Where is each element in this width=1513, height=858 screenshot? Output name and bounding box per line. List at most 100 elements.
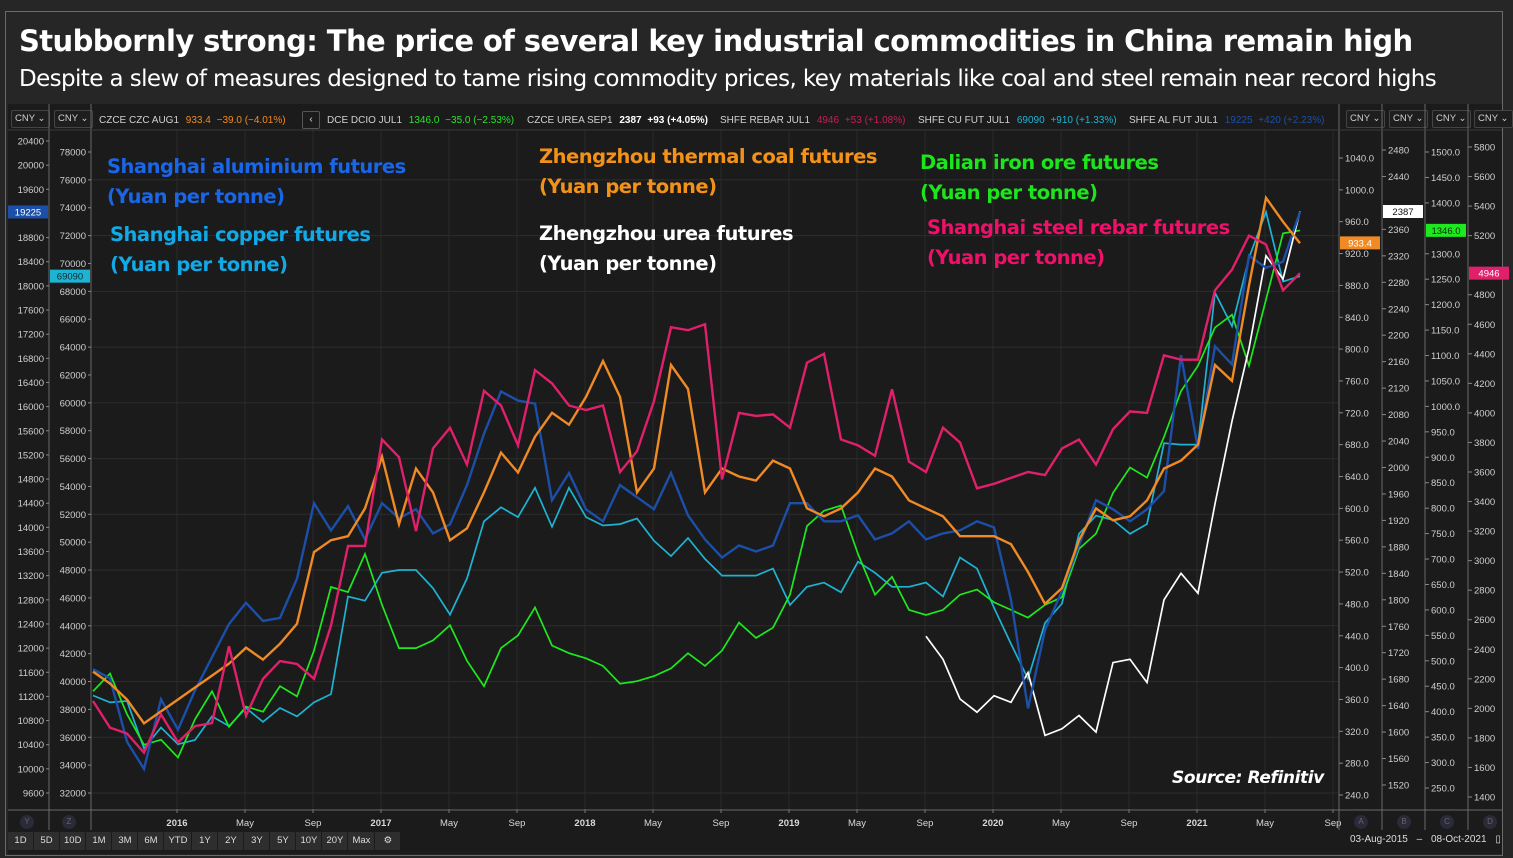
currency-select-c[interactable]: CNY ⌄ bbox=[1432, 110, 1471, 128]
y-tick-label-z: 54000 bbox=[60, 482, 86, 493]
y-tick-label-a: 520.0 bbox=[1345, 568, 1369, 579]
ticker-iron[interactable]: DCE DCIO JUL1 1346.0 −35.0 (−2.53%) bbox=[327, 113, 514, 129]
y-tick-label-b: 2080 bbox=[1388, 410, 1409, 421]
y-tick-label-z: 32000 bbox=[60, 789, 86, 800]
last-value-label-b: 2387 bbox=[1392, 207, 1413, 218]
chevron-down-icon: ⌄ bbox=[1412, 113, 1424, 124]
y-tick-label-z: 60000 bbox=[60, 398, 86, 409]
annotation-label: Shanghai copper futures bbox=[110, 223, 371, 246]
y-tick-label-z: 38000 bbox=[60, 705, 86, 716]
y-tick-label-d: 5400 bbox=[1474, 202, 1495, 213]
chart-panel bbox=[8, 104, 1502, 854]
date-end[interactable]: 08-Oct-2021 bbox=[1430, 834, 1487, 845]
y-tick-label-z: 76000 bbox=[60, 175, 86, 186]
y-tick-label-b: 2480 bbox=[1388, 146, 1409, 157]
currency-select-a[interactable]: CNY ⌄ bbox=[1346, 110, 1385, 128]
y-tick-label-b: 2360 bbox=[1388, 225, 1409, 236]
range-button-6m[interactable]: 6M bbox=[138, 832, 165, 850]
gear-icon[interactable]: ⚙ bbox=[375, 832, 402, 850]
range-button-1m[interactable]: 1M bbox=[86, 832, 113, 850]
y-tick-label-z: 40000 bbox=[60, 677, 86, 688]
y-tick-label-z: 62000 bbox=[60, 370, 86, 381]
annotation-label: Shanghai aluminium futures bbox=[107, 155, 406, 178]
ticker-rebar[interactable]: SHFE REBAR JUL1 4946 +53 (+1.08%) bbox=[720, 113, 905, 129]
annotation-coal: Zhengzhou thermal coal futures (Yuan per … bbox=[539, 142, 878, 202]
y-tick-label-c: 450.0 bbox=[1431, 682, 1455, 693]
y-tick-label-b: 2320 bbox=[1388, 251, 1409, 262]
chevron-down-icon: ⌄ bbox=[1455, 113, 1467, 124]
range-button-3y[interactable]: 3Y bbox=[244, 832, 271, 850]
currency-select-z[interactable]: CNY ⌄ bbox=[54, 110, 93, 128]
currency-select-b[interactable]: CNY ⌄ bbox=[1389, 110, 1428, 128]
annotation-label: Shanghai steel rebar futures bbox=[927, 216, 1230, 239]
ticker-aluminium[interactable]: SHFE AL FUT JUL1 19225 +420 (+2.23%) bbox=[1129, 113, 1324, 129]
ticker-price: 1346.0 bbox=[408, 115, 440, 126]
last-value-badge-d bbox=[1469, 266, 1509, 280]
range-button-10y[interactable]: 10Y bbox=[296, 832, 323, 850]
axis-button-z[interactable]: Z bbox=[62, 815, 76, 829]
date-range[interactable]: 03-Aug-2015 – 08-Oct-2021 ▯ bbox=[1350, 834, 1501, 845]
annotation-rebar: Shanghai steel rebar futures (Yuan per to… bbox=[927, 213, 1230, 273]
ticker-name: SHFE AL FUT JUL1 bbox=[1129, 115, 1218, 126]
y-tick-label-a: 360.0 bbox=[1345, 695, 1369, 706]
range-button-ytd[interactable]: YTD bbox=[164, 832, 193, 850]
ticker-copper[interactable]: SHFE CU FUT JUL1 69090 +910 (+1.33%) bbox=[918, 113, 1117, 129]
ticker-name: CZCE CZC AUG1 bbox=[99, 115, 180, 126]
ticker-prev-button[interactable]: ‹ bbox=[302, 111, 320, 129]
y-tick-label-z: 48000 bbox=[60, 566, 86, 577]
y-tick-label-z: 64000 bbox=[60, 343, 86, 354]
range-button-max[interactable]: Max bbox=[348, 832, 376, 850]
ticker-urea[interactable]: CZCE UREA SEP1 2387 +93 (+4.05%) bbox=[527, 113, 708, 129]
y-tick-label-b: 2240 bbox=[1388, 304, 1409, 315]
currency-label: CNY bbox=[1350, 113, 1370, 124]
annotation-copper: Shanghai copper futures (Yuan per tonne) bbox=[110, 220, 371, 280]
y-tick-label-a: 280.0 bbox=[1345, 759, 1369, 770]
y-tick-label-b: 1680 bbox=[1388, 675, 1409, 686]
y-tick-label-z: 74000 bbox=[60, 203, 86, 214]
annotation-unit: (Yuan per tonne) bbox=[539, 175, 717, 198]
y-tick-label-b: 2040 bbox=[1388, 437, 1409, 448]
range-button-2y[interactable]: 2Y bbox=[218, 832, 245, 850]
range-button-1d[interactable]: 1D bbox=[8, 832, 34, 850]
y-tick-label-z: 50000 bbox=[60, 538, 86, 549]
range-button-20y[interactable]: 20Y bbox=[322, 832, 349, 850]
last-value-badge-a bbox=[1340, 236, 1380, 250]
ticker-price: 2387 bbox=[619, 115, 642, 126]
range-button-5y[interactable]: 5Y bbox=[270, 832, 297, 850]
range-button-5d[interactable]: 5D bbox=[34, 832, 60, 850]
axis-button-c[interactable]: C bbox=[1440, 815, 1454, 829]
ticker-change: +53 (+1.08%) bbox=[844, 115, 906, 126]
chevron-left-icon: ‹ bbox=[309, 114, 313, 125]
axis-button-y[interactable]: Y bbox=[20, 815, 34, 829]
x-tick-label: Sep bbox=[509, 818, 526, 829]
x-tick-label: Sep bbox=[1325, 818, 1342, 829]
y-tick-label-y: 9600 bbox=[23, 789, 44, 800]
calendar-icon[interactable]: ▯ bbox=[1495, 834, 1501, 845]
series-line-shanghai-steel-rebar-futures bbox=[91, 233, 1301, 755]
date-start[interactable]: 03-Aug-2015 bbox=[1350, 834, 1408, 845]
y-tick-label-a: 400.0 bbox=[1345, 663, 1369, 674]
chevron-down-icon: ⌄ bbox=[34, 113, 46, 124]
ticker-price: 69090 bbox=[1016, 115, 1045, 126]
y-tick-label-a: 600.0 bbox=[1345, 504, 1369, 515]
last-value-badge-b bbox=[1383, 205, 1423, 219]
y-tick-label-a: 240.0 bbox=[1345, 791, 1369, 802]
ticker-name: CZCE UREA SEP1 bbox=[527, 115, 613, 126]
y-tick-label-c: 1500.0 bbox=[1431, 148, 1460, 159]
currency-select-d[interactable]: CNY ⌄ bbox=[1474, 110, 1513, 128]
y-tick-label-c: 650.0 bbox=[1431, 580, 1455, 591]
range-button-1y[interactable]: 1Y bbox=[192, 832, 219, 850]
x-tick-label: May bbox=[644, 818, 662, 829]
range-button-10d[interactable]: 10D bbox=[60, 832, 87, 850]
y-tick-label-b: 1560 bbox=[1388, 754, 1409, 765]
x-tick-label: 2016 bbox=[166, 818, 187, 829]
y-tick-label-b: 1640 bbox=[1388, 701, 1409, 712]
y-tick-label-b: 1800 bbox=[1388, 595, 1409, 606]
axis-button-a[interactable]: A bbox=[1354, 815, 1368, 829]
range-button-3m[interactable]: 3M bbox=[112, 832, 139, 850]
ticker-coal[interactable]: CZCE CZC AUG1 933.4 −39.0 (−4.01%) bbox=[99, 113, 286, 129]
y-tick-label-d: 3600 bbox=[1474, 468, 1495, 479]
axis-button-b[interactable]: B bbox=[1397, 815, 1411, 829]
y-tick-label-y: 12800 bbox=[18, 595, 44, 606]
axis-button-d[interactable]: D bbox=[1483, 815, 1497, 829]
